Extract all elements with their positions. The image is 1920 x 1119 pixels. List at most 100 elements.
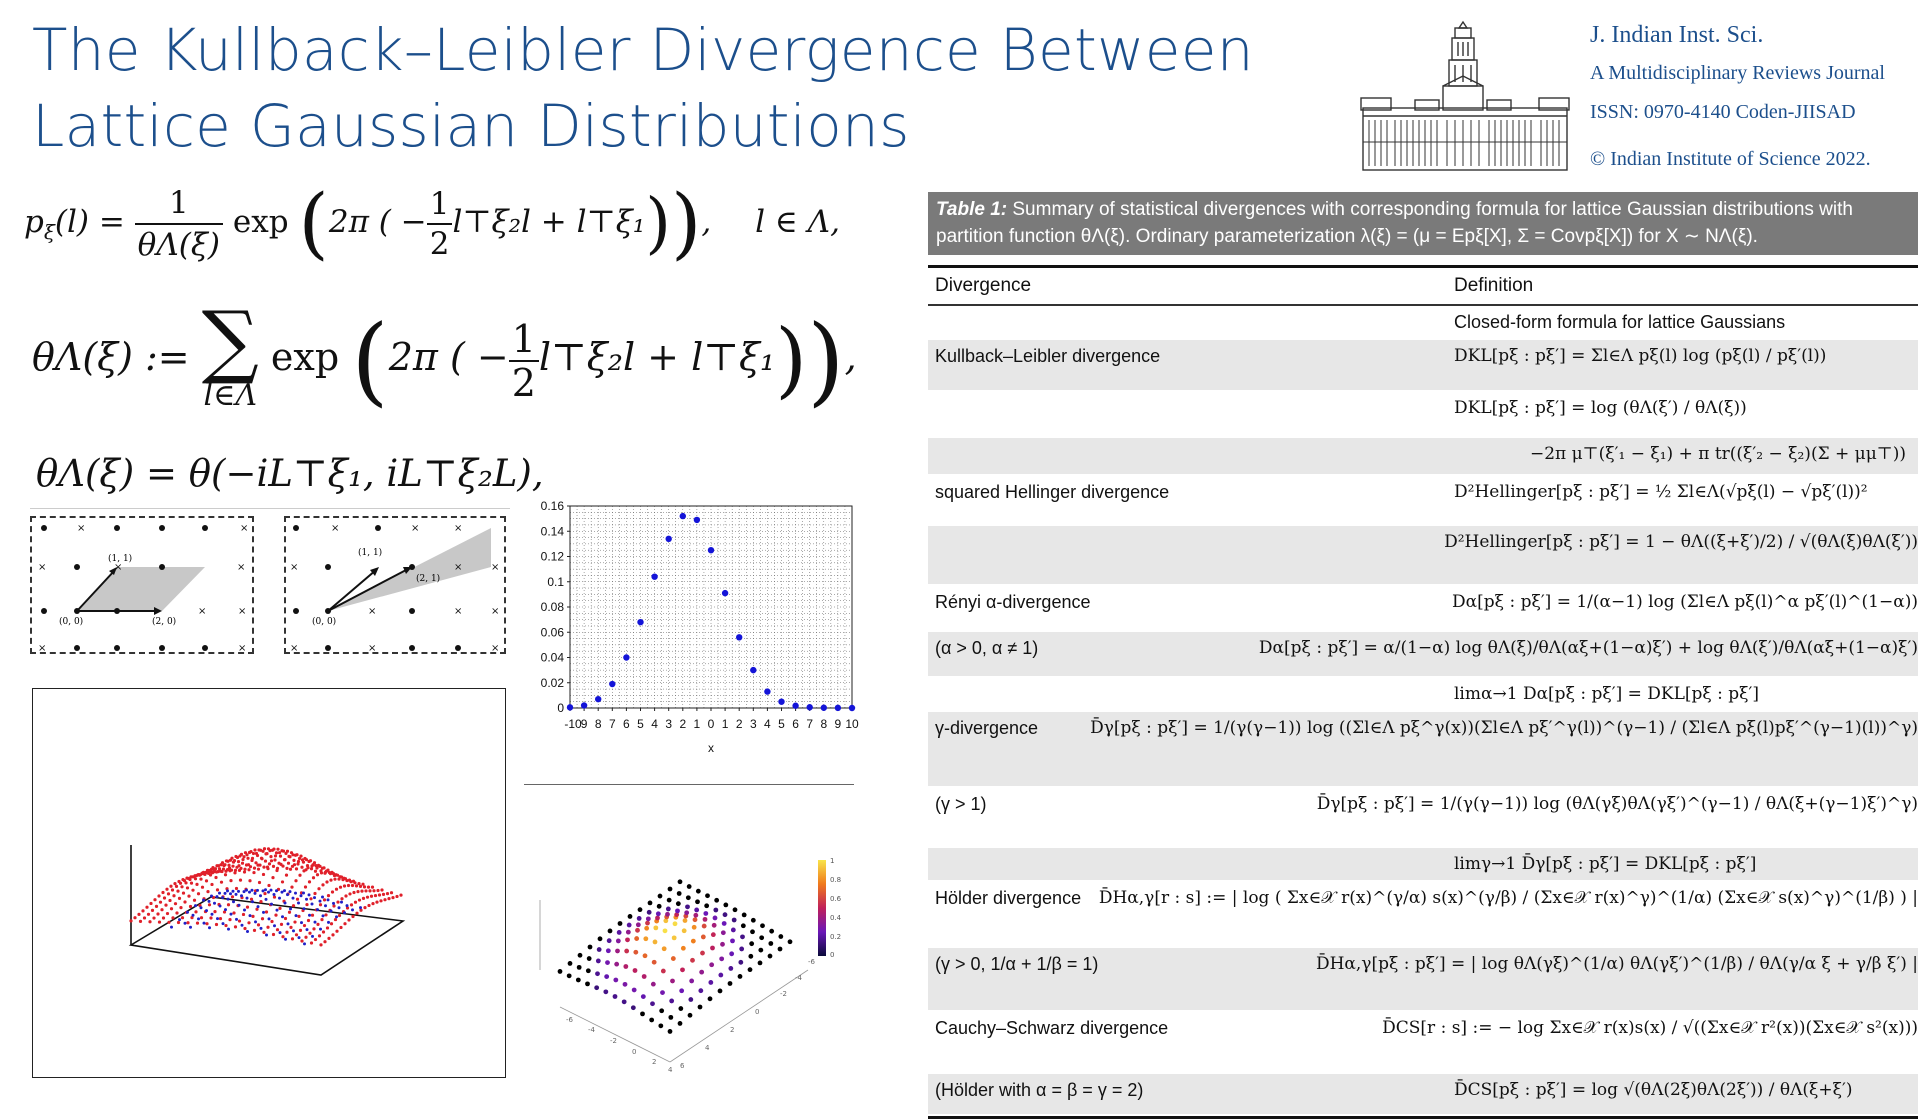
heatmap-point: [627, 914, 633, 919]
table-row: Hölder divergence D̄Hα,γ[r : s] := | log …: [928, 882, 1918, 948]
surface-point: [259, 856, 264, 860]
surface-point: [272, 895, 277, 899]
surface-point: [250, 858, 254, 863]
x-tick-label: 1: [694, 717, 701, 731]
heatmap-point: [703, 911, 709, 916]
surface-point: [172, 894, 176, 898]
table-row: limγ→1 D̄γ[pξ : pξ′] = DKL[pξ : pξ′]: [928, 848, 1918, 882]
surface-point: [224, 859, 229, 863]
surface-point: [158, 900, 163, 904]
surface-point-inner: [273, 924, 276, 928]
surface-point: [323, 871, 327, 875]
heatmap-point: [605, 960, 610, 965]
divergence-name: squared Hellinger divergence: [935, 482, 1170, 502]
surface-point: [377, 893, 382, 897]
surface-point: [376, 888, 380, 893]
heatmap-point: [692, 917, 698, 923]
surface-point-inner: [305, 928, 309, 932]
surface-point-inner: [332, 901, 335, 905]
surface-point-inner: [343, 911, 346, 915]
surface-point: [285, 930, 289, 934]
surface-point: [165, 911, 170, 916]
surface-point-inner: [283, 901, 287, 905]
surface-point: [277, 851, 282, 855]
svg-text:-4: -4: [588, 1026, 596, 1034]
surface-point-inner: [208, 926, 211, 930]
surface-point: [227, 863, 231, 867]
surface-point: [181, 891, 186, 895]
heatmap-point: [640, 994, 646, 1000]
surface-point: [236, 860, 241, 864]
surface-point-inner: [305, 897, 308, 901]
surface-point: [307, 859, 311, 864]
surface-point: [247, 921, 251, 925]
surface-point: [179, 906, 183, 910]
surface-point: [247, 868, 251, 872]
surface-point: [338, 885, 343, 889]
svg-text:×: ×: [198, 606, 206, 617]
heatmap-point: [728, 966, 734, 971]
heatmap-point: [730, 938, 735, 944]
surface-point: [322, 898, 327, 902]
heatmap-point: [738, 959, 744, 965]
journal-name: J. Indian Inst. Sci.: [1590, 22, 1764, 48]
surface-point: [256, 923, 261, 927]
surface-point: [323, 940, 327, 944]
surface-point-inner: [308, 913, 311, 917]
heatmap-point: [768, 941, 774, 946]
surface-point: [328, 871, 333, 876]
surface-point: [261, 872, 266, 877]
surface-point-inner: [294, 914, 298, 918]
heatmap-point: [650, 981, 656, 987]
surface-point: [290, 885, 294, 889]
surface-point: [359, 908, 363, 912]
surface-point-inner: [235, 917, 238, 921]
heatmap-point: [613, 977, 619, 983]
heatmap-point: [585, 981, 590, 987]
surface-point: [283, 916, 288, 921]
lattice-label-c: (0, 0): [312, 616, 336, 627]
heatmap-point: [698, 988, 704, 994]
divergence-definition: D̄Hα,γ[r : s] := | log ( Σx∈𝒳 r(x)^(γ/α)…: [1098, 888, 1918, 908]
surface-point: [242, 855, 246, 859]
surface-point-inner: [215, 895, 219, 899]
surface-point: [160, 908, 164, 912]
surface-point: [333, 877, 337, 881]
surface-point-inner: [275, 889, 278, 893]
heatmap-point: [596, 947, 602, 952]
surface-point: [170, 888, 175, 892]
heatmap-point: [687, 1012, 693, 1018]
surface-point-inner: [256, 905, 260, 909]
x-tick-label: 4: [764, 717, 771, 731]
heatmap-point: [671, 935, 677, 941]
surface-point-inner: [202, 921, 206, 925]
surface-point: [300, 939, 304, 943]
surface-point: [243, 926, 247, 931]
surface-point: [263, 891, 267, 896]
surface-point-inner: [256, 888, 259, 892]
surface-point: [200, 885, 205, 889]
surface-point: [196, 892, 201, 896]
surface-point-inner: [202, 898, 205, 902]
surface-point: [167, 920, 171, 924]
surface-point: [280, 880, 285, 884]
surface-point-inner: [205, 909, 208, 913]
surface-point: [312, 927, 316, 931]
surface-point: [281, 864, 285, 868]
journal-subtitle: A Multidisciplinary Reviews Journal: [1590, 62, 1885, 84]
heatmap-point: [758, 947, 764, 953]
divergence-name: Rényi α-divergence: [935, 592, 1091, 612]
surface-point-inner: [289, 907, 292, 911]
surface-point: [237, 868, 242, 872]
x-tick-label: 5: [778, 717, 785, 731]
surface-point: [282, 858, 287, 862]
surface-plot-panel: [32, 688, 506, 1078]
heatmap-point: [615, 938, 621, 944]
surface-point-inner: [250, 888, 254, 892]
heatmap-point: [749, 941, 755, 947]
heatmap-point: [684, 910, 690, 916]
divergence-name: [928, 678, 1454, 710]
surface-point: [320, 866, 325, 870]
surface-point: [148, 920, 152, 924]
surface-point: [234, 886, 239, 891]
